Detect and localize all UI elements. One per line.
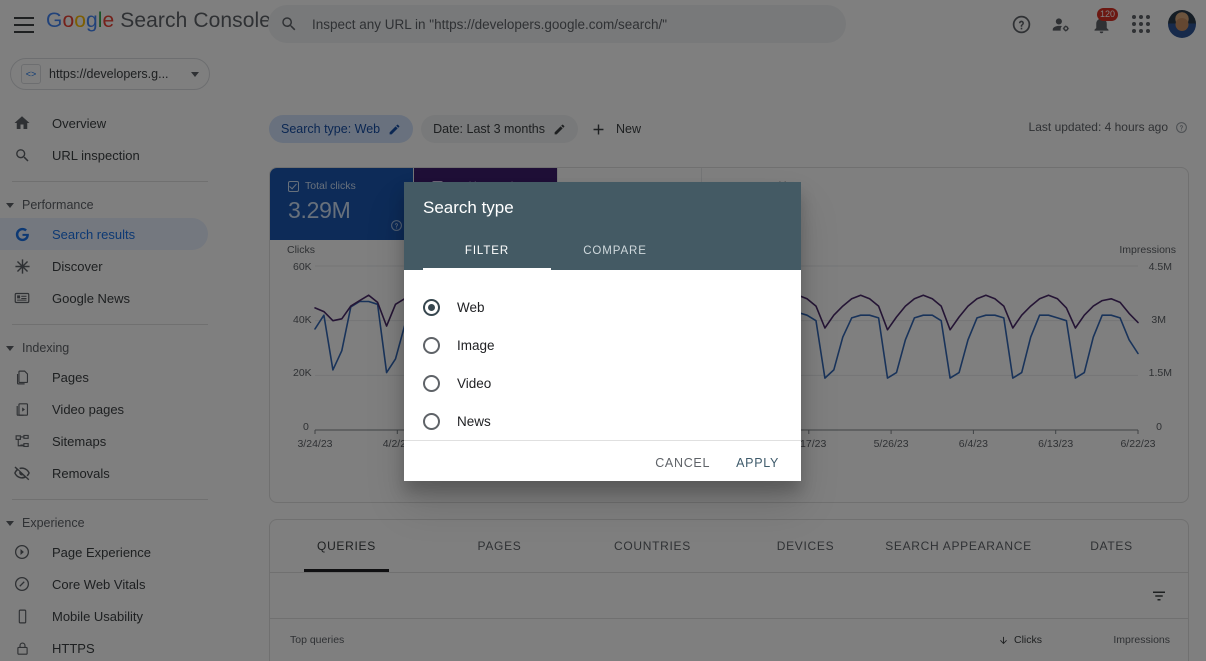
radio-label: Video	[457, 375, 492, 391]
radio-option-news[interactable]: News	[404, 402, 801, 440]
dialog-footer: CANCEL APPLY	[404, 440, 801, 481]
cancel-button[interactable]: CANCEL	[655, 455, 711, 470]
radio-icon[interactable]	[423, 412, 440, 430]
radio-icon[interactable]	[423, 336, 440, 354]
apply-button[interactable]: APPLY	[736, 455, 779, 470]
radio-label: News	[457, 413, 491, 429]
radio-option-video[interactable]: Video	[404, 364, 801, 402]
dialog-body: Web Image Video News	[404, 270, 801, 440]
dialog-header: Search type FILTER COMPARE	[404, 182, 801, 270]
radio-icon[interactable]	[423, 374, 440, 392]
radio-label: Image	[457, 337, 495, 353]
dialog-tab-filter[interactable]: FILTER	[423, 236, 551, 270]
dialog-tab-compare[interactable]: COMPARE	[583, 245, 647, 257]
radio-option-web[interactable]: Web	[404, 288, 801, 326]
dialog-tabs: FILTER COMPARE	[423, 236, 679, 270]
radio-option-image[interactable]: Image	[404, 326, 801, 364]
dialog-title: Search type	[423, 198, 514, 217]
radio-label: Web	[457, 299, 485, 315]
radio-icon[interactable]	[423, 298, 440, 316]
search-type-dialog: Search type FILTER COMPARE Web Image Vid…	[404, 182, 801, 481]
